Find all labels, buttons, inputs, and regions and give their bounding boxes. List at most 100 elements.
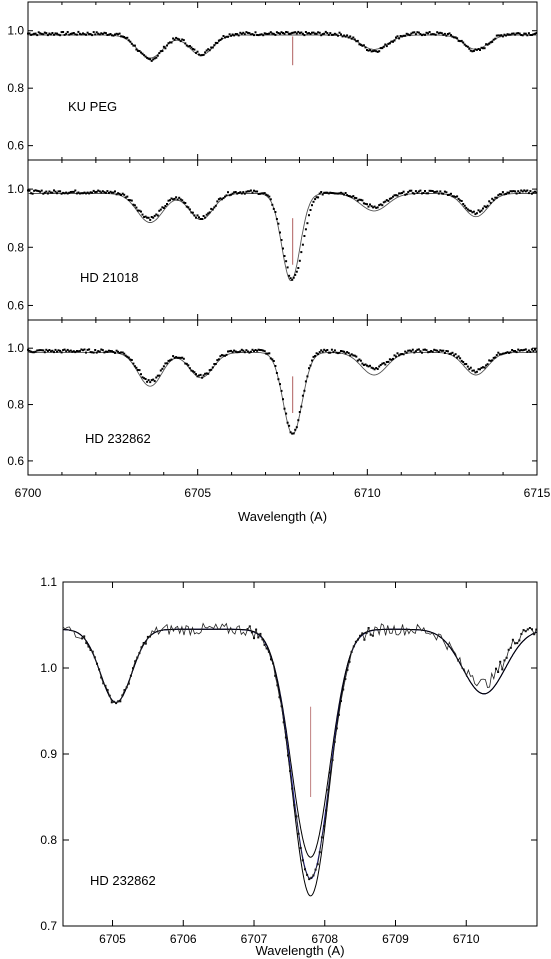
observed-point — [378, 50, 381, 53]
observed-point — [413, 192, 416, 195]
observed-point — [315, 32, 318, 35]
observed-point — [80, 192, 83, 195]
observed-point — [103, 31, 106, 34]
observed-point — [179, 356, 182, 359]
observed-point — [107, 192, 110, 194]
observed-point — [454, 353, 457, 356]
observed-point — [170, 41, 173, 44]
observed-point — [224, 354, 226, 357]
observed-point — [124, 354, 127, 357]
observed-point — [65, 350, 68, 353]
observed-point — [411, 31, 414, 34]
observed-point — [477, 209, 480, 212]
observed-point — [440, 32, 443, 35]
observed-point — [445, 34, 448, 37]
observed-point — [474, 48, 477, 51]
observed-point — [428, 189, 431, 192]
observed-point — [514, 190, 517, 193]
observed-point — [46, 350, 49, 352]
observed-point — [511, 190, 514, 193]
observed-point — [381, 362, 384, 365]
observed-point — [34, 189, 37, 192]
observed-point — [428, 350, 431, 353]
x-tick-label: 6709 — [382, 932, 409, 946]
observed-point — [39, 190, 42, 193]
observed-point — [482, 207, 484, 210]
observed-point — [179, 198, 182, 201]
observed-point — [462, 41, 465, 44]
observed-point — [193, 214, 196, 217]
observed-point — [309, 209, 312, 211]
observed-point — [462, 203, 465, 205]
observed-point — [333, 349, 336, 352]
observed-point — [480, 46, 483, 49]
observed-point — [468, 47, 471, 50]
observed-point — [280, 31, 283, 34]
observed-point — [333, 192, 336, 195]
observed-point — [375, 206, 378, 209]
observed-point — [135, 366, 138, 369]
observed-point — [272, 32, 275, 35]
observed-point — [321, 193, 324, 196]
observed-point — [77, 30, 80, 33]
observed-point — [494, 356, 497, 359]
observed-point — [358, 358, 361, 361]
observed-point — [341, 350, 344, 353]
panel-frame — [27, 319, 538, 476]
observed-point — [297, 419, 300, 422]
observed-point — [347, 36, 350, 39]
observed-point — [338, 192, 341, 195]
observed-point — [112, 351, 115, 353]
observed-point — [274, 211, 277, 213]
observed-point — [520, 34, 523, 36]
observed-point — [286, 421, 289, 424]
observed-point — [95, 351, 98, 354]
observed-point — [85, 351, 87, 354]
observed-point — [356, 39, 359, 42]
observed-point — [511, 32, 514, 35]
observed-point — [279, 231, 281, 234]
observed-point — [352, 354, 355, 357]
observed-point — [274, 33, 277, 36]
observed-point — [515, 351, 518, 354]
observed-point — [150, 379, 153, 382]
observed-point — [332, 351, 335, 354]
observed-point — [508, 351, 510, 354]
observed-point — [178, 38, 181, 41]
observed-point — [149, 218, 152, 221]
observed-point — [121, 35, 124, 38]
observed-point — [53, 33, 55, 36]
observed-point — [343, 193, 346, 196]
observed-point — [104, 350, 107, 353]
observed-point — [349, 354, 352, 357]
observed-point — [112, 34, 115, 37]
observed-point — [518, 191, 521, 194]
observed-point — [370, 205, 373, 208]
observed-point — [448, 193, 451, 196]
observed-point — [373, 368, 376, 371]
observed-point — [216, 359, 219, 362]
observed-point — [404, 350, 407, 353]
observed-point — [359, 198, 362, 201]
observed-point — [450, 34, 452, 37]
observed-point — [286, 266, 289, 269]
observed-point — [488, 200, 491, 203]
observed-point — [301, 32, 304, 35]
observed-point — [256, 190, 259, 193]
observed-point — [358, 43, 361, 46]
observed-point — [136, 209, 139, 212]
observed-point — [234, 33, 237, 35]
observed-point — [456, 356, 459, 359]
observed-point — [211, 46, 214, 49]
observed-point — [436, 349, 439, 352]
observed-point — [457, 197, 460, 200]
observed-point — [450, 192, 452, 195]
observed-point — [208, 369, 211, 372]
observed-point — [512, 32, 515, 35]
observed-point — [187, 206, 190, 209]
observed-point — [329, 351, 332, 354]
observed-point — [364, 202, 367, 205]
observed-point — [311, 359, 313, 362]
observed-point — [210, 46, 213, 49]
observed-point — [369, 203, 371, 206]
